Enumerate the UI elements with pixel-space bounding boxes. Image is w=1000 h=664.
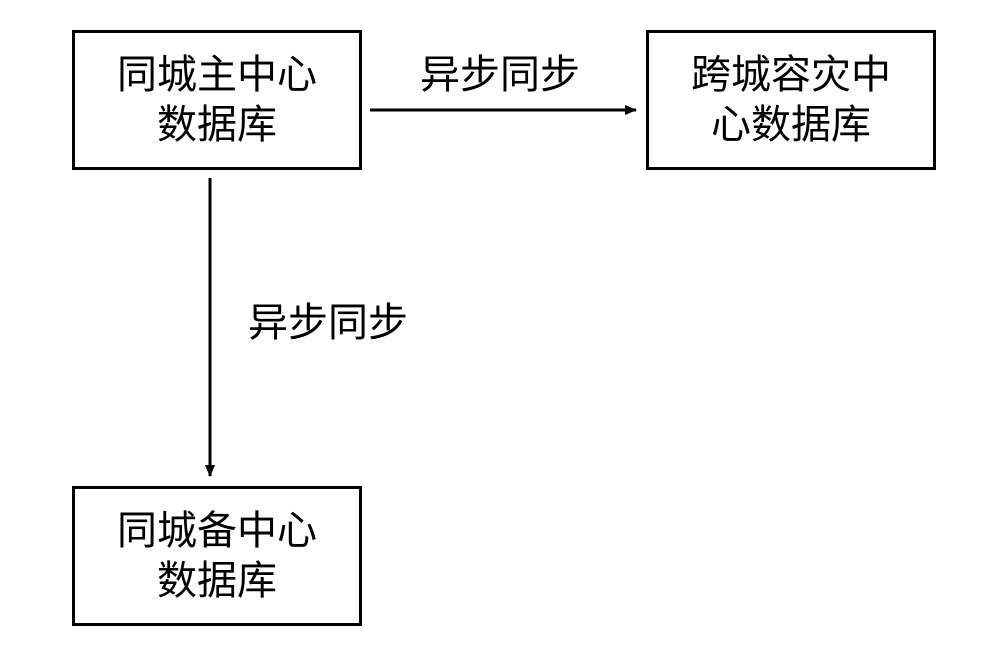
node-main: 同城主中心 数据库 (72, 30, 362, 170)
node-backup: 同城备中心 数据库 (72, 486, 362, 626)
node-backup-line2: 数据库 (157, 558, 277, 603)
edge-label-main-to-backup: 异步同步 (248, 290, 408, 348)
edge-label-main-to-cross: 异步同步 (420, 42, 580, 100)
node-backup-line1: 同城备中心 (117, 508, 317, 553)
diagram-canvas: 同城主中心 数据库 跨城容灾中 心数据库 同城备中心 数据库 异步同步 异步同步 (0, 0, 1000, 664)
node-main-line2: 数据库 (157, 102, 277, 147)
node-cross-line2: 心数据库 (711, 102, 871, 147)
node-main-line1: 同城主中心 (117, 52, 317, 97)
node-cross-line1: 跨城容灾中 (691, 52, 891, 97)
node-cross: 跨城容灾中 心数据库 (646, 30, 936, 170)
